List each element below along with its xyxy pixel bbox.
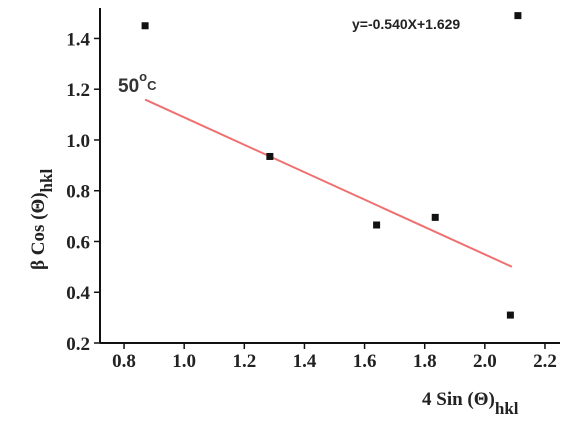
plot-area: 0.8 1.0 1.2 1.4 1.6 1.8 2.0 2.2 0.2 0.4 0.6 0.8 1.0 1… xyxy=(66,8,560,372)
x-axis-label: 4 Sin (Θ)hkl xyxy=(422,389,519,418)
y-tick-label: 0.2 xyxy=(66,334,90,355)
chart-labels: y=-0.540X+1.629 50oC 4 Sin (Θ)hkl β Cos … xyxy=(28,16,519,418)
data-point xyxy=(141,22,149,30)
temperature-value: 50 xyxy=(118,76,139,97)
y-axis-label-sub: hkl xyxy=(37,169,56,193)
x-tick-label: 2.0 xyxy=(473,351,497,372)
fit-equation: y=-0.540X+1.629 xyxy=(352,16,460,32)
x-tick-label: 1.0 xyxy=(172,351,196,372)
x-axis-label-sub: hkl xyxy=(495,399,519,418)
data-point xyxy=(266,152,274,160)
data-point xyxy=(514,12,522,20)
y-axis-label: β Cos (Θ)hkl xyxy=(28,169,56,270)
y-axis-label-main: β Cos (Θ) xyxy=(28,192,49,270)
y-tick-label: 1.0 xyxy=(66,131,90,152)
temperature-annotation: 50oC xyxy=(118,69,157,97)
y-tick-label: 0.8 xyxy=(66,182,90,203)
data-point xyxy=(373,221,381,229)
x-tick-label: 1.8 xyxy=(413,351,437,372)
x-tick-label: 1.4 xyxy=(293,351,317,372)
x-axis-label-main: 4 Sin (Θ) xyxy=(422,389,495,410)
temperature-unit: C xyxy=(147,78,157,93)
degree-symbol: o xyxy=(139,69,147,84)
x-tick-label: 0.8 xyxy=(112,351,136,372)
x-tick-label: 1.2 xyxy=(232,351,256,372)
y-tick-label: 0.4 xyxy=(66,283,90,304)
y-tick-label: 0.6 xyxy=(66,232,90,253)
x-tick-label: 2.2 xyxy=(533,351,557,372)
data-point xyxy=(506,311,514,319)
fit-line xyxy=(144,98,513,268)
y-tick-label: 1.2 xyxy=(66,80,90,101)
data-point xyxy=(431,213,439,221)
x-tick-label: 1.6 xyxy=(353,351,377,372)
y-tick-label: 1.4 xyxy=(66,29,90,50)
